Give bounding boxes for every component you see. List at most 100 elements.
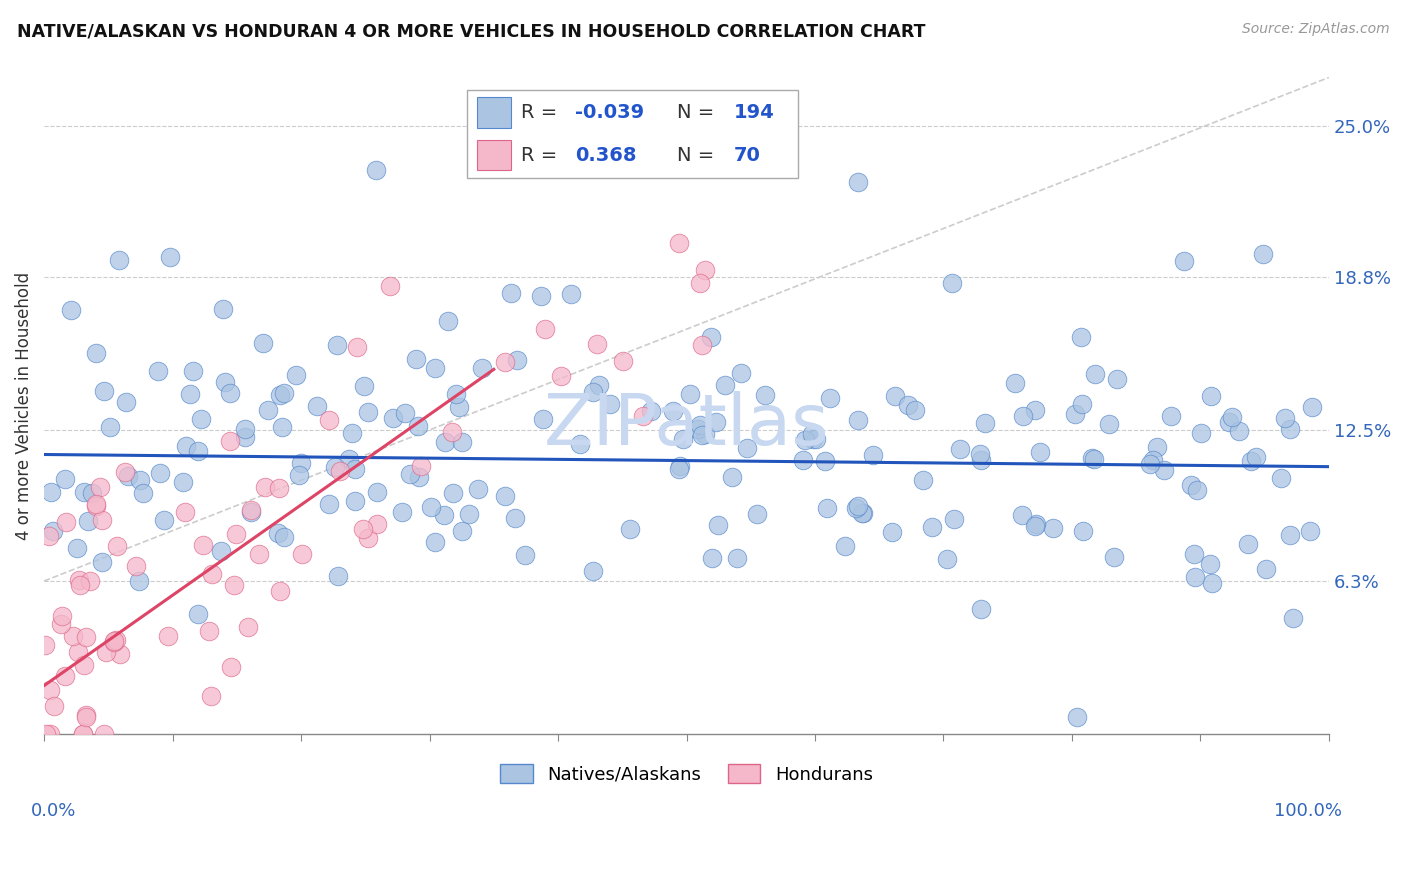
Point — [690, 428, 713, 442]
Point — [146, 364, 169, 378]
Point — [451, 524, 474, 539]
Point — [1236, 537, 1258, 551]
Point — [494, 355, 516, 369]
Point — [501, 285, 523, 300]
Point — [686, 422, 709, 436]
Point — [72, 727, 94, 741]
Point — [132, 486, 155, 500]
Point — [1244, 450, 1267, 464]
Point — [305, 399, 328, 413]
Point — [1146, 440, 1168, 454]
Text: R =: R = — [522, 145, 569, 165]
Point — [515, 549, 537, 563]
Point — [38, 529, 60, 543]
Point — [503, 510, 526, 524]
Point — [754, 388, 776, 402]
Point — [257, 403, 280, 417]
Point — [72, 727, 94, 741]
Point — [1102, 550, 1125, 565]
Point — [200, 566, 222, 581]
Point — [1270, 471, 1292, 485]
Point — [66, 645, 89, 659]
Point — [1042, 520, 1064, 534]
Point — [55, 515, 77, 529]
Point — [66, 541, 89, 556]
Point — [845, 501, 868, 516]
Point — [273, 386, 295, 401]
Point — [704, 415, 727, 429]
Point — [735, 441, 758, 455]
Point — [846, 412, 869, 426]
Point — [1301, 401, 1323, 415]
Point — [1189, 426, 1212, 441]
Text: 100.0%: 100.0% — [1274, 803, 1341, 821]
Point — [240, 504, 263, 518]
Point — [267, 525, 290, 540]
Point — [284, 368, 307, 382]
Point — [174, 439, 197, 453]
Point — [846, 175, 869, 189]
Point — [91, 555, 114, 569]
Point — [200, 689, 222, 703]
Point — [269, 388, 291, 402]
Point — [89, 480, 111, 494]
Point — [273, 529, 295, 543]
Point — [38, 727, 60, 741]
Point — [222, 578, 245, 592]
Point — [969, 447, 991, 461]
Point — [973, 416, 995, 430]
Point — [458, 507, 481, 521]
Point — [149, 466, 172, 480]
Point — [1084, 367, 1107, 381]
Point — [1098, 417, 1121, 432]
Point — [693, 262, 716, 277]
Point — [391, 505, 413, 519]
Point — [505, 352, 527, 367]
Point — [494, 489, 516, 503]
Point — [669, 459, 692, 474]
Point — [794, 433, 817, 447]
Point — [904, 402, 927, 417]
Point — [62, 630, 84, 644]
Point — [693, 427, 716, 442]
Text: N =: N = — [676, 103, 720, 122]
Point — [408, 470, 430, 484]
Point — [105, 539, 128, 553]
Point — [1274, 410, 1296, 425]
Point — [406, 418, 429, 433]
Point — [1220, 410, 1243, 425]
Point — [1218, 415, 1240, 429]
Point — [233, 422, 256, 436]
Point — [814, 454, 837, 468]
Point — [114, 395, 136, 409]
Point — [288, 468, 311, 483]
Point — [73, 658, 96, 673]
Point — [599, 397, 621, 411]
Point — [172, 475, 194, 489]
Point — [689, 417, 711, 432]
Point — [364, 162, 387, 177]
Point — [619, 522, 641, 536]
Point — [530, 289, 553, 303]
Point — [197, 624, 219, 639]
Point — [252, 336, 274, 351]
Text: -0.039: -0.039 — [575, 103, 644, 122]
Point — [1180, 478, 1202, 492]
Point — [1199, 388, 1222, 402]
Point — [219, 660, 242, 674]
Point — [51, 609, 73, 624]
Point — [225, 527, 247, 541]
Point — [582, 385, 605, 400]
Point — [218, 434, 240, 449]
Point — [588, 377, 610, 392]
Point — [1254, 562, 1277, 576]
Point — [941, 276, 963, 290]
Point — [852, 506, 875, 520]
Point — [187, 607, 209, 621]
Point — [949, 442, 972, 456]
Point — [612, 353, 634, 368]
Point — [247, 547, 270, 561]
Point — [128, 473, 150, 487]
Point — [1029, 445, 1052, 459]
Point — [725, 551, 748, 566]
